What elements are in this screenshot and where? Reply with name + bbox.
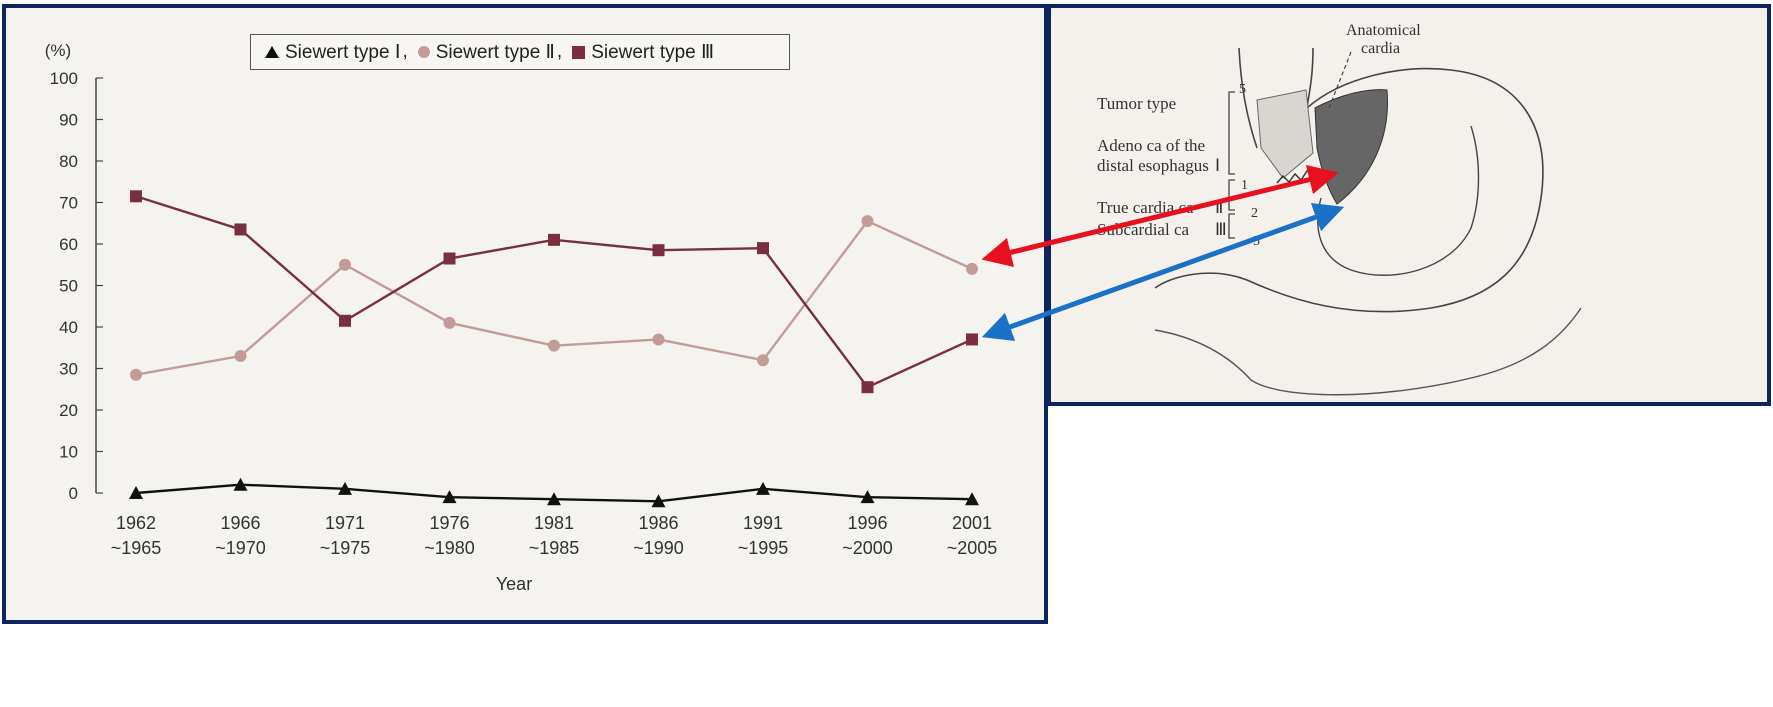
x-tick-label-start: 1991: [743, 513, 783, 533]
legend-label-type1: Siewert type Ⅰ: [285, 41, 401, 63]
roman-3-label: Ⅲ: [1215, 220, 1227, 239]
chart-legend: Siewert type Ⅰ, Siewert type Ⅱ, Siewert …: [250, 34, 790, 70]
x-tick-label-start: 1981: [534, 513, 574, 533]
legend-square-marker: [572, 45, 586, 59]
tumor-type-label: Tumor type: [1097, 94, 1177, 113]
esophagus-left-wall: [1238, 47, 1258, 149]
type1-point: [756, 481, 770, 495]
y-tick-label: 70: [59, 194, 78, 213]
type2-point: [652, 333, 665, 346]
type3-point: [861, 381, 874, 394]
type3-point: [234, 223, 247, 236]
type2-point: [548, 339, 560, 352]
y-tick-label: 90: [59, 111, 78, 130]
type1-point: [547, 492, 561, 506]
distance-1cm: 1: [1241, 178, 1248, 193]
type3-point: [966, 333, 978, 346]
series-line-3: [135, 195, 973, 389]
x-tick-label-end: ~2005: [947, 538, 998, 558]
type2-point: [861, 215, 874, 228]
type2-point: [130, 368, 142, 381]
x-tick-label-end: ~1965: [111, 538, 162, 558]
type2-point: [234, 350, 247, 363]
stomach-lower-outline: [1154, 307, 1582, 396]
y-tick-label: 100: [50, 69, 78, 88]
esophagus-right-wall: [1306, 47, 1314, 109]
type1-point: [338, 481, 352, 495]
legend-item-type3: Siewert type Ⅲ: [572, 41, 714, 64]
type3-point: [443, 252, 456, 265]
type3-point: [548, 233, 560, 246]
distance-5cm-lower: 5: [1253, 234, 1260, 249]
legend-circle-marker: [417, 46, 430, 58]
legend-label-type2: Siewert type Ⅱ: [435, 41, 555, 63]
diagram-panel: Anatomical cardia Tumor type Adeno ca of…: [1047, 4, 1771, 406]
legend-triangle-marker: [265, 46, 279, 58]
legend-label-type3: Siewert type Ⅲ: [591, 41, 715, 63]
legend-item-type2: Siewert type Ⅱ,: [417, 41, 563, 64]
x-axis-label: Year: [496, 574, 532, 594]
y-tick-label: 50: [59, 277, 78, 296]
type2-point: [443, 316, 456, 329]
y-tick-label: 30: [59, 360, 78, 379]
x-tick-label-start: 1996: [847, 513, 887, 533]
x-tick-label-end: ~1975: [320, 538, 371, 558]
subcardial-label: Subcardial ca: [1097, 220, 1190, 239]
legend-item-type1: Siewert type Ⅰ,: [265, 41, 408, 64]
type1-point: [651, 494, 666, 508]
y-tick-label: 20: [59, 401, 78, 420]
bracket-type3: [1228, 213, 1235, 239]
line-chart: (%) 0 10 20 30 40 50 60 70 80 90 100 1962 ~1965 1966 ~1…: [45, 41, 998, 594]
type1-point: [129, 486, 143, 499]
type3-point: [757, 242, 769, 255]
y-tick-label: 80: [59, 152, 78, 171]
distance-5cm-upper: 5: [1239, 82, 1246, 97]
type1-dotted-region: [1256, 89, 1314, 179]
y-tick-label: 40: [59, 318, 78, 337]
x-tick-label-end: ~2000: [842, 538, 893, 558]
type2-dark-region: [1314, 89, 1389, 205]
cardia-pointer-line: [1328, 51, 1352, 109]
x-tick-label-start: 1971: [325, 513, 365, 533]
type1-point: [965, 492, 979, 506]
distance-2cm: 2: [1251, 206, 1258, 221]
type1-point: [442, 490, 457, 504]
type3-point: [339, 314, 351, 327]
type1-point: [860, 490, 875, 504]
type2-point: [966, 262, 978, 275]
type3-point: [652, 244, 665, 257]
adeno-label-line1: Adeno ca of the: [1097, 136, 1206, 155]
y-axis-label: (%): [45, 41, 71, 60]
legend-separator: ,: [556, 41, 563, 62]
x-tick-label-end: ~1985: [529, 538, 580, 558]
x-tick-label-start: 2001: [952, 513, 992, 533]
y-tick-label: 10: [59, 443, 78, 462]
type2-point: [339, 258, 351, 271]
x-tick-label-end: ~1980: [424, 538, 475, 558]
x-tick-label-end: ~1990: [633, 538, 684, 558]
x-tick-label-start: 1966: [220, 513, 260, 533]
type1-point: [233, 477, 248, 491]
x-tick-label-start: 1962: [116, 513, 156, 533]
x-tick-label-start: 1986: [638, 513, 678, 533]
x-tick-label-end: ~1970: [215, 538, 266, 558]
anatomical-cardia-label-line2: cardia: [1361, 40, 1401, 57]
x-tick-label-start: 1976: [429, 513, 469, 533]
anatomical-cardia-label-line1: Anatomical: [1346, 22, 1421, 39]
type2-point: [757, 354, 769, 367]
roman-1-label: Ⅰ: [1215, 156, 1221, 175]
chart-panel: (%) 0 10 20 30 40 50 60 70 80 90 100 1962 ~1965 1966 ~1…: [2, 4, 1048, 624]
y-tick-label: 0: [69, 484, 78, 503]
adeno-label-line2: distal esophagus: [1097, 156, 1209, 175]
legend-separator: ,: [402, 41, 408, 62]
y-tick-label: 60: [59, 235, 78, 254]
type3-point: [130, 190, 142, 203]
x-tick-label-end: ~1995: [738, 538, 789, 558]
bracket-type1: [1228, 91, 1235, 175]
bracket-type2: [1228, 179, 1235, 211]
true-cardia-label: True cardia ca: [1097, 198, 1194, 217]
roman-2-label: Ⅱ: [1215, 198, 1224, 217]
